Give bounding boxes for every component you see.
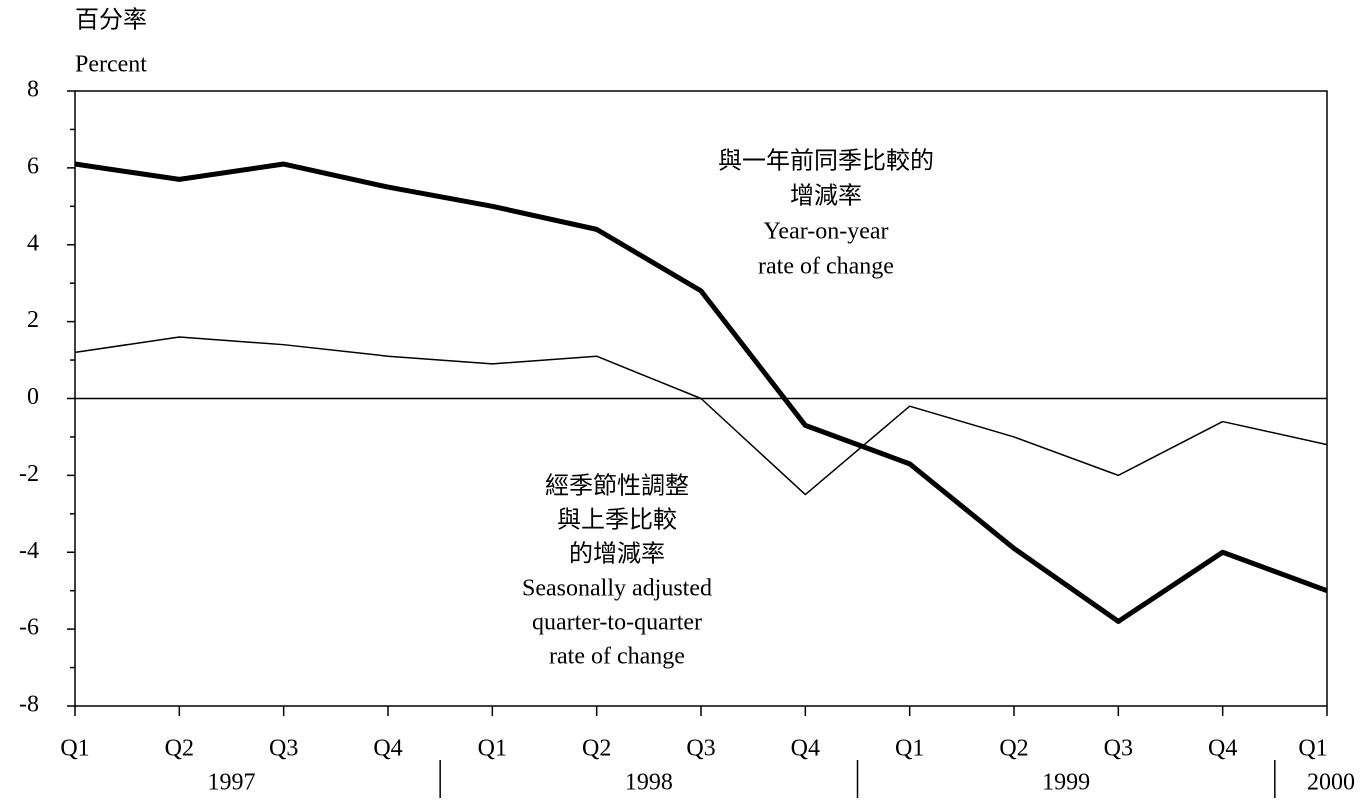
year-label: 2000	[1307, 770, 1355, 796]
series-line	[74, 161, 1328, 624]
annotation: 增減率	[790, 183, 862, 210]
x-tick-label: Q3	[1104, 736, 1133, 762]
year-label: 1999	[1042, 770, 1090, 796]
annotation: rate of change	[758, 254, 894, 280]
series-line	[74, 336, 1328, 496]
annotation: Year-on-year	[763, 219, 888, 245]
y-tick-label: -2	[19, 461, 39, 487]
year-label: 1997	[208, 770, 256, 796]
x-tick-label: Q4	[373, 736, 402, 762]
x-tick-label: Q3	[269, 736, 298, 762]
y-tick-label: -4	[19, 538, 39, 564]
y-tick-label: 8	[27, 77, 39, 103]
x-tick-label: Q2	[582, 736, 611, 762]
annotation: 的增減率	[569, 541, 665, 568]
annotation: 與上季比較	[557, 507, 677, 534]
annotation: 經季節性調整	[545, 473, 689, 500]
x-tick-label: Q2	[165, 736, 194, 762]
x-tick-label: Q1	[895, 736, 924, 762]
x-tick-label: Q4	[791, 736, 820, 762]
year-label: 1998	[625, 770, 673, 796]
y-axis-label: Percent	[75, 52, 147, 78]
y-tick-label: 2	[27, 307, 39, 333]
y-tick-label: -8	[19, 692, 39, 718]
y-tick-label: -6	[19, 615, 39, 641]
x-tick-label: Q1	[60, 736, 89, 762]
y-tick-label: 0	[27, 384, 39, 410]
x-tick-label: Q1	[1298, 736, 1327, 762]
x-tick-label: Q2	[999, 736, 1028, 762]
annotation: rate of change	[549, 644, 685, 670]
y-axis-label: 百分率	[75, 7, 147, 34]
x-tick-label: Q3	[686, 736, 715, 762]
annotation: quarter-to-quarter	[532, 610, 702, 636]
x-tick-label: Q1	[478, 736, 507, 762]
y-tick-label: 6	[27, 153, 39, 179]
x-tick-label: Q4	[1208, 736, 1237, 762]
annotation: Seasonally adjusted	[522, 576, 712, 602]
y-tick-label: 4	[27, 230, 39, 256]
annotation: 與一年前同季比較的	[718, 148, 934, 175]
